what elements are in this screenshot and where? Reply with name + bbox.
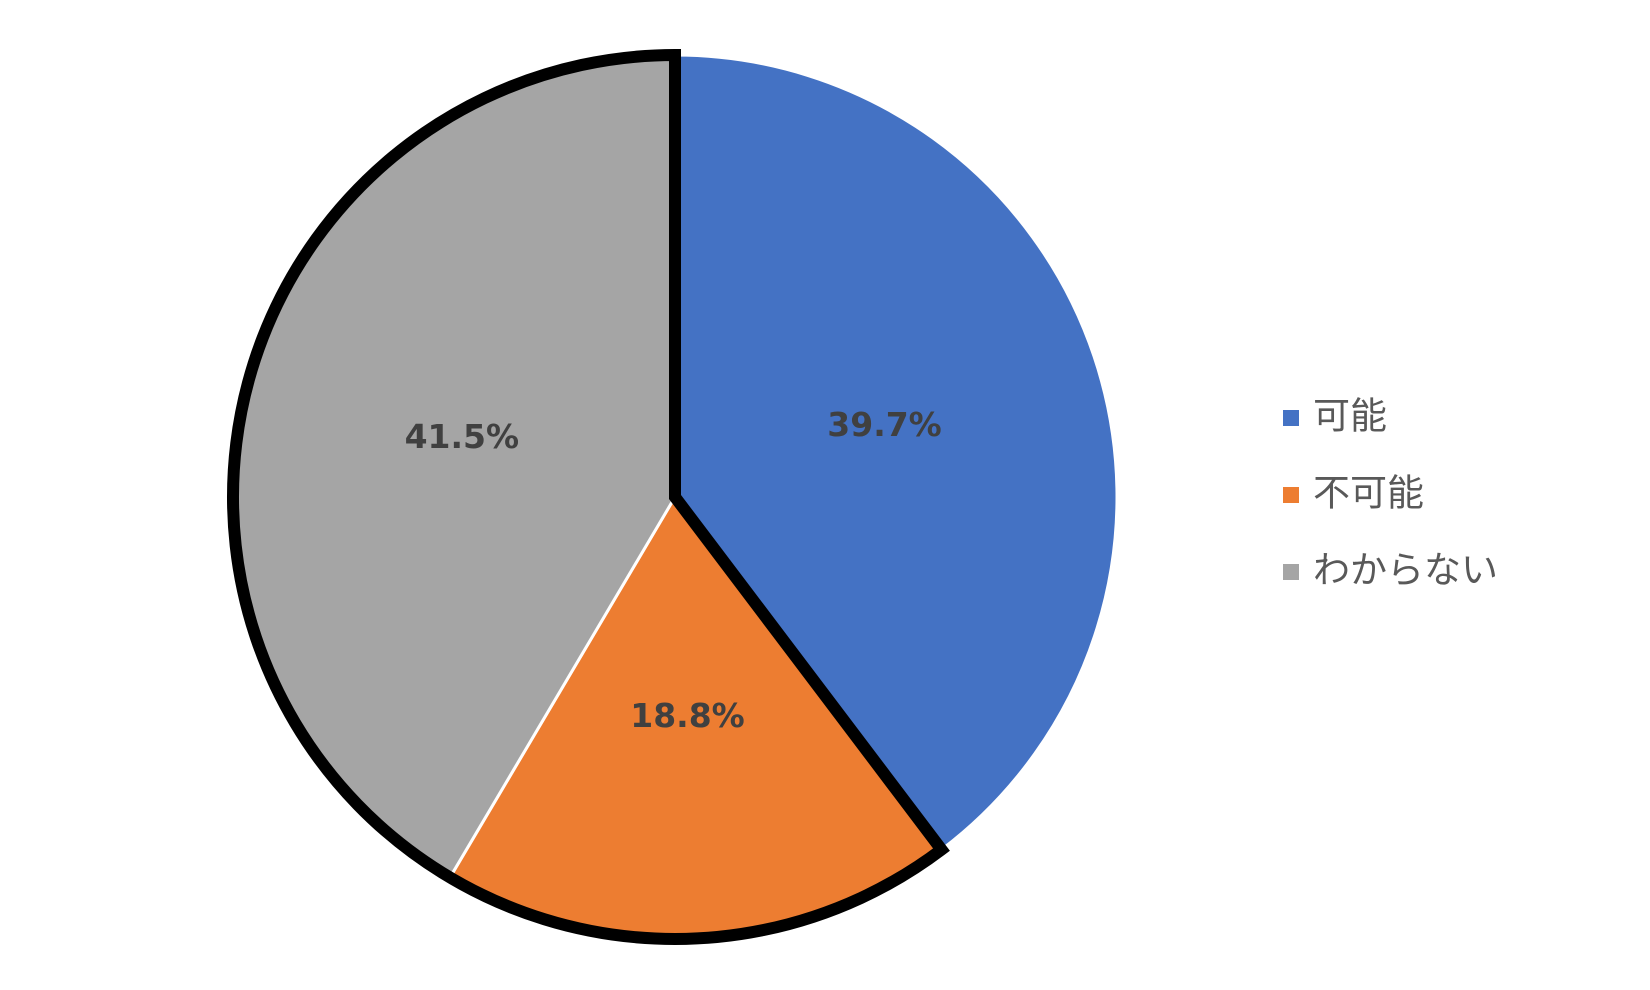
data-label: 41.5% xyxy=(405,417,520,456)
pie-slice xyxy=(673,53,1119,852)
legend-label: 可能 xyxy=(1313,395,1387,438)
data-label: 39.7% xyxy=(827,405,942,444)
legend-swatch xyxy=(1283,564,1299,580)
legend-swatch xyxy=(1283,410,1299,426)
legend-label: わからない xyxy=(1313,549,1498,592)
legend-label: 不可能 xyxy=(1313,472,1424,515)
highlight-outline xyxy=(227,48,950,945)
legend-swatch xyxy=(1283,487,1299,503)
data-label: 18.8% xyxy=(630,696,745,735)
